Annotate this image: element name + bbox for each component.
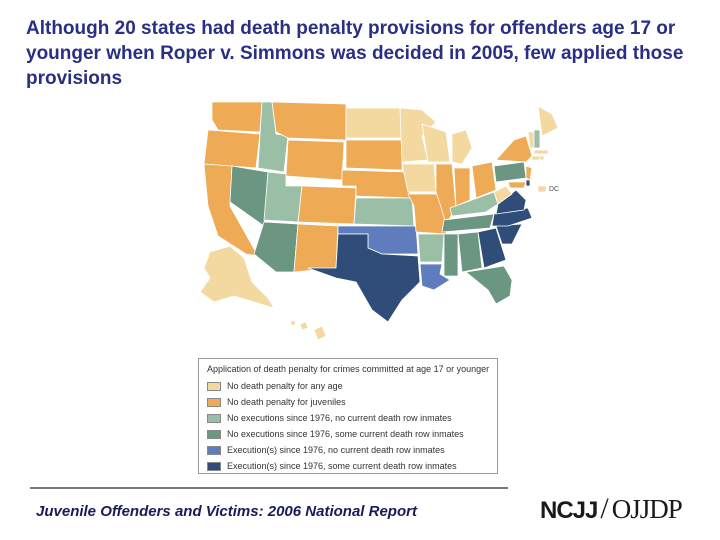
legend-item: No death penalty for any age <box>207 380 343 392</box>
state-florida <box>465 265 513 305</box>
ncjj-ojjdp-logo: NCJJ / OJJDP <box>540 492 683 526</box>
state-hawaii <box>289 319 327 341</box>
legend-swatch <box>207 413 221 423</box>
state-virginia <box>495 189 527 215</box>
legend-label: No executions since 1976, no current dea… <box>227 413 452 423</box>
state-kansas <box>353 197 415 227</box>
state-maine <box>537 105 559 137</box>
legend-item: Execution(s) since 1976, no current deat… <box>207 444 445 456</box>
state-alaska <box>199 245 275 309</box>
state-west-virginia <box>493 185 513 205</box>
state-oregon <box>203 129 261 169</box>
logo-slash: / <box>600 492 609 525</box>
state-north-dakota <box>345 107 403 139</box>
state-new-mexico <box>293 223 339 273</box>
state-iowa <box>401 163 437 193</box>
state-dc <box>537 185 547 193</box>
state-washington <box>211 101 263 133</box>
legend-label: Execution(s) since 1976, some current de… <box>227 461 457 471</box>
state-new-york <box>495 135 533 163</box>
legend-swatch <box>207 381 221 391</box>
map-legend: Application of death penalty for crimes … <box>198 358 498 474</box>
legend-title: Application of death penalty for crimes … <box>207 364 490 374</box>
state-maryland <box>507 181 527 189</box>
legend-label: No executions since 1976, some current d… <box>227 429 464 439</box>
footer-divider <box>30 487 508 489</box>
state-delaware <box>525 179 531 187</box>
legend-label: No death penalty for juveniles <box>227 397 346 407</box>
state-ohio <box>471 161 497 199</box>
logo-ncjj-text: NCJJ <box>540 497 598 524</box>
legend-item: No death penalty for juveniles <box>207 396 346 408</box>
state-alabama <box>457 231 483 273</box>
state-massachusetts <box>533 149 549 155</box>
state-south-dakota <box>345 139 403 171</box>
us-states-map: DC <box>196 96 576 346</box>
state-utah <box>263 171 303 223</box>
state-south-carolina <box>495 223 523 245</box>
us-states-map-svg: DC <box>199 101 559 341</box>
legend-swatch <box>207 429 221 439</box>
legend-swatch <box>207 461 221 471</box>
state-arkansas <box>417 233 445 263</box>
legend-item: Execution(s) since 1976, some current de… <box>207 460 457 472</box>
state-wyoming <box>285 139 345 181</box>
state-rhode-island <box>539 155 545 161</box>
legend-swatch <box>207 397 221 407</box>
state-tennessee <box>441 213 495 233</box>
state-new-hampshire <box>533 129 541 149</box>
state-minnesota <box>399 107 437 163</box>
state-wisconsin <box>421 123 451 163</box>
state-indiana <box>453 167 471 207</box>
slide-title: Although 20 states had death penalty pro… <box>26 18 684 89</box>
state-arizona <box>253 221 299 273</box>
state-montana <box>271 101 347 141</box>
state-michigan <box>451 129 473 165</box>
state-pennsylvania <box>493 161 527 183</box>
legend-item: No executions since 1976, no current dea… <box>207 412 452 424</box>
legend-item: No executions since 1976, some current d… <box>207 428 464 440</box>
legend-swatch <box>207 445 221 455</box>
state-georgia <box>477 227 507 269</box>
state-new-jersey <box>525 165 533 181</box>
state-louisiana <box>419 263 451 291</box>
state-mississippi <box>443 233 459 277</box>
report-title: Juvenile Offenders and Victims: 2006 Nat… <box>36 503 417 520</box>
dc-label: DC <box>549 186 559 193</box>
logo-ojjdp-text: OJJDP <box>611 494 683 524</box>
legend-label: No death penalty for any age <box>227 381 343 391</box>
state-texas <box>307 233 421 323</box>
state-connecticut <box>531 155 541 161</box>
legend-label: Execution(s) since 1976, no current deat… <box>227 445 445 455</box>
state-colorado <box>297 185 357 225</box>
